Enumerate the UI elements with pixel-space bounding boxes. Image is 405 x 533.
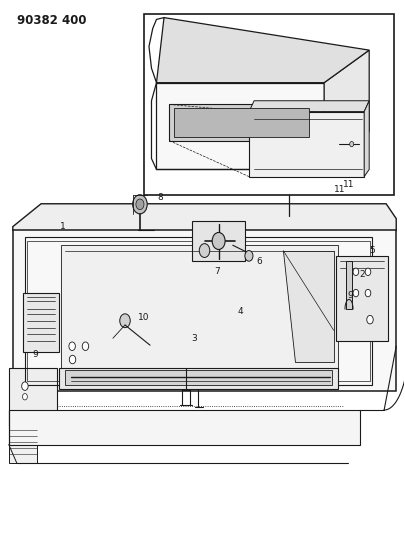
Text: 3: 3 (192, 334, 197, 343)
Polygon shape (249, 111, 364, 176)
Text: 9: 9 (347, 291, 353, 300)
Circle shape (69, 356, 76, 364)
Circle shape (353, 289, 359, 297)
Polygon shape (156, 18, 369, 83)
Polygon shape (59, 368, 338, 389)
Polygon shape (192, 221, 245, 261)
Text: 1: 1 (60, 222, 66, 231)
Circle shape (245, 251, 253, 261)
Circle shape (365, 268, 371, 276)
Circle shape (69, 342, 75, 351)
Text: 90382 400: 90382 400 (17, 14, 86, 27)
Circle shape (212, 232, 225, 249)
Circle shape (133, 195, 147, 214)
Circle shape (353, 268, 359, 276)
Circle shape (199, 244, 210, 257)
Text: 9: 9 (32, 350, 38, 359)
Polygon shape (174, 108, 309, 137)
Polygon shape (61, 245, 338, 368)
Polygon shape (23, 293, 59, 352)
Polygon shape (283, 251, 334, 362)
Text: 11: 11 (334, 185, 345, 194)
Circle shape (367, 316, 373, 324)
Polygon shape (13, 230, 396, 391)
Polygon shape (13, 204, 396, 243)
Circle shape (82, 342, 89, 351)
Text: 6: 6 (256, 257, 262, 265)
Text: 7: 7 (214, 268, 220, 276)
Polygon shape (169, 104, 314, 141)
Polygon shape (65, 370, 332, 384)
Text: 8: 8 (157, 193, 163, 202)
Circle shape (365, 289, 371, 297)
Polygon shape (336, 256, 388, 341)
Polygon shape (249, 101, 369, 111)
Circle shape (350, 141, 354, 147)
Polygon shape (346, 261, 352, 309)
Text: 5: 5 (369, 246, 375, 255)
Text: 4: 4 (238, 307, 244, 316)
Circle shape (23, 393, 27, 400)
Polygon shape (324, 50, 369, 169)
Polygon shape (9, 410, 360, 445)
Polygon shape (364, 101, 369, 176)
Bar (144, 14, 394, 195)
Circle shape (22, 382, 28, 390)
Circle shape (136, 199, 144, 209)
Text: 2: 2 (359, 270, 365, 279)
Circle shape (120, 314, 130, 328)
Polygon shape (9, 368, 57, 426)
Polygon shape (156, 83, 324, 169)
Text: 10: 10 (138, 312, 150, 321)
Polygon shape (9, 426, 37, 463)
Text: 11: 11 (343, 180, 355, 189)
